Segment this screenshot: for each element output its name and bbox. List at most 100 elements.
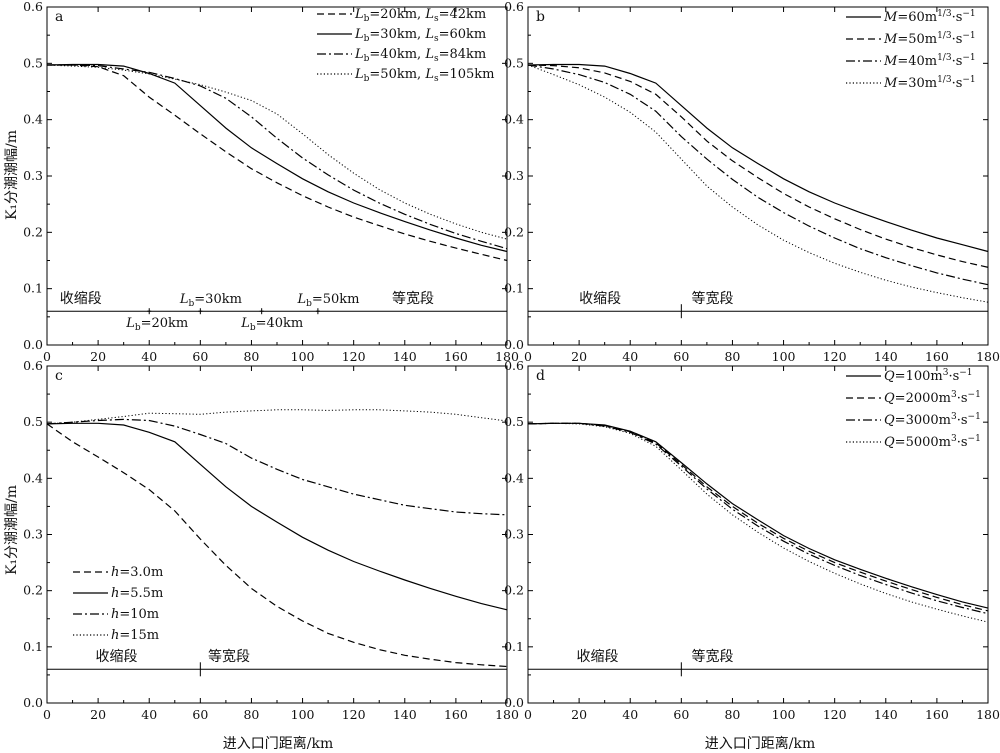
x-tick-label: 20: [90, 349, 106, 364]
panel-a: 0 20 40 60 80 100 120 140 160 180 0.0 0.1 0.2 0.3 0.4 0…: [23, 0, 519, 364]
x-tick-label: 160: [925, 707, 949, 722]
x-tick-label: 100: [772, 707, 796, 722]
legend-label-4: M=30m1/3·s−1: [883, 75, 976, 91]
y-tick-label: 0.0: [23, 337, 43, 352]
x-tick-label: 180: [976, 707, 1000, 722]
series-line-3: [527, 64, 989, 286]
position-label: Lb=50km: [296, 292, 359, 309]
y-tick-label: 0.3: [23, 168, 43, 183]
x-tick-label: 20: [571, 707, 587, 722]
series-line-3: [527, 422, 989, 615]
x-tick-label: 40: [141, 707, 157, 722]
plot-frame: [527, 6, 989, 346]
segment-label: 收缩段: [579, 291, 621, 307]
series-line-1: [527, 63, 989, 253]
x-tick-label: 20: [571, 349, 587, 364]
x-tick-label: 80: [243, 349, 259, 364]
x-tick-label: 180: [976, 349, 1000, 364]
legend-label-3: M=40m1/3·s−1: [883, 53, 976, 69]
x-tick-label: 60: [192, 707, 208, 722]
series-line-4: [527, 64, 989, 303]
y-tick-label: 0.2: [23, 224, 43, 239]
x-tick-label: 20: [90, 707, 106, 722]
segment-label: 等宽段: [392, 290, 434, 307]
legend-label-4: Lb=50km, Ls=105km: [354, 67, 495, 84]
x-tick-label: 100: [291, 707, 315, 722]
series-line-1: [46, 423, 508, 668]
y-tick-label: 0.3: [23, 527, 43, 542]
x-tick-label: 0: [524, 707, 532, 722]
x-tick-label: 80: [724, 707, 740, 722]
y-tick-label: 0.1: [504, 281, 524, 296]
legend-label-3: h=10m: [111, 607, 159, 622]
x-tick-label: 140: [874, 707, 898, 722]
x-tick-label: 40: [622, 349, 638, 364]
y-tick-label: 0.1: [23, 281, 43, 296]
y-tick-label: 0.2: [504, 583, 524, 598]
position-label: Lb=30km: [179, 292, 242, 309]
y-tick-label: 0.1: [23, 639, 43, 654]
x-tick-label: 140: [874, 349, 898, 364]
series-line-3: [47, 64, 508, 250]
y-tick-label: 0.5: [23, 55, 43, 70]
legend: Lb=20km, Ls=42km Lb=30km, Ls=60km Lb=40km,…: [317, 7, 495, 84]
legend-label-3: Q=3000m3·s−1: [884, 412, 981, 428]
x-tick-label: 60: [673, 707, 689, 722]
y-axis-title-bottom: K₁分潮潮幅/m: [4, 485, 20, 575]
y-tick-label: 0.0: [23, 695, 43, 710]
legend-label-1: Lb=20km, Ls=42km: [354, 7, 486, 24]
x-tick-label: 40: [141, 349, 157, 364]
y-tick-label: 0.4: [23, 470, 43, 485]
y-tick-label: 0.6: [504, 358, 524, 373]
x-tick-label: 120: [342, 707, 366, 722]
x-tick-label: 100: [291, 349, 315, 364]
series-line-3: [46, 418, 508, 516]
segment-label: 等宽段: [208, 648, 250, 665]
x-tick-label: 0: [43, 707, 51, 722]
panel-letter: c: [55, 368, 63, 384]
segment-label: 收缩段: [60, 291, 102, 307]
legend-label-4: h=15m: [111, 628, 159, 643]
legend-label-4: Q=5000m3·s−1: [884, 434, 981, 450]
x-tick-label: 160: [925, 349, 949, 364]
panel-letter: a: [55, 9, 63, 25]
y-tick-label: 0.0: [504, 337, 524, 352]
panel-c: 0 20 40 60 80 100 120 140 160 180 0.0 0.1 0.2 0.3 0.4 0…: [23, 358, 519, 722]
series-line-4: [46, 64, 508, 240]
x-axis-title-left: 进入口门距离/km: [223, 735, 333, 752]
y-tick-label: 0.6: [504, 0, 524, 14]
y-tick-label: 0.3: [504, 527, 524, 542]
x-tick-label: 40: [622, 707, 638, 722]
x-tick-label: 120: [823, 707, 847, 722]
plot-frame: [527, 365, 989, 704]
series-line-4: [527, 422, 989, 623]
y-tick-label: 0.3: [504, 168, 524, 183]
x-tick-label: 0: [524, 349, 532, 364]
legend-label-2: h=5.5m: [111, 586, 163, 601]
y-tick-label: 0.4: [23, 112, 43, 127]
series-line-2: [46, 422, 508, 611]
legend-label-2: Lb=30km, Ls=60km: [354, 27, 486, 44]
legend-label-2: Q=2000m3·s−1: [884, 390, 981, 406]
legend-label-1: h=3.0m: [111, 565, 163, 580]
y-tick-label: 0.5: [504, 414, 524, 429]
series-line-2: [46, 63, 508, 253]
x-tick-label: 100: [772, 349, 796, 364]
x-tick-label: 120: [342, 349, 366, 364]
x-tick-label: 80: [724, 349, 740, 364]
x-tick-label: 160: [444, 349, 468, 364]
y-tick-label: 0.1: [504, 639, 524, 654]
plot-frame: [46, 365, 508, 704]
x-tick-label: 140: [393, 349, 417, 364]
y-tick-label: 0.2: [504, 224, 524, 239]
position-label: Lb=40km: [240, 316, 303, 333]
series-line-2: [527, 64, 989, 268]
x-tick-label: 160: [444, 707, 468, 722]
panel-d: 0 20 40 60 80 100 120 140 160 180 0.0 0.1 0.2 0.3 0.4 0…: [504, 358, 1000, 722]
y-tick-label: 0.6: [23, 358, 43, 373]
x-tick-label: 0: [43, 349, 51, 364]
x-tick-label: 80: [243, 707, 259, 722]
y-tick-label: 0.4: [504, 470, 524, 485]
x-tick-label: 180: [495, 349, 519, 364]
